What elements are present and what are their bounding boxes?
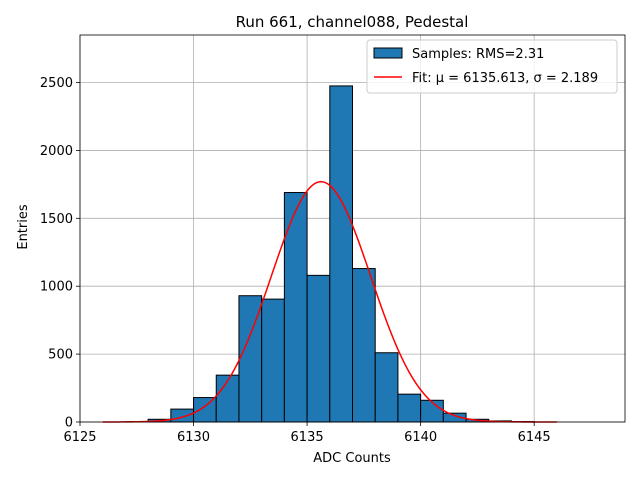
chart-title: Run 661, channel088, Pedestal [236,13,469,31]
y-tick-label: 500 [48,348,73,363]
y-tick-label: 2000 [40,144,73,159]
histogram-bar [306,274,331,423]
x-tick-label: 6135 [291,430,324,445]
y-tick-label: 1500 [40,212,73,227]
y-axis: 0 500 1000 1500 2000 2500 [40,76,80,431]
y-tick-label: 0 [65,416,73,431]
histogram-bar [397,393,422,423]
y-axis-title: Entries [16,204,31,250]
histogram-bar [329,85,353,423]
x-tick-label: 6125 [63,430,96,445]
legend-label-fit: Fit: μ = 6135.613, σ = 2.189 [412,71,598,86]
x-tick-label: 6140 [404,430,437,445]
legend-box [366,39,618,94]
histogram-bar [420,399,444,423]
histogram-bar [374,352,399,423]
y-tick-label: 1000 [40,280,73,295]
legend-label-samples: Samples: RMS=2.31 [412,47,544,62]
x-tick-label: 6145 [518,430,551,445]
legend-swatch-samples [373,47,403,59]
x-tick-label: 6130 [177,430,210,445]
histogram-bar [352,268,376,423]
legend: Samples: RMS=2.31 Fit: μ = 6135.613, σ =… [366,39,618,94]
x-axis: 6125 6130 6135 6140 6145 [63,422,551,445]
histogram-bar [261,298,285,423]
histogram-bar [193,397,217,423]
histogram-bars [124,85,535,423]
x-axis-title: ADC Counts [313,451,391,466]
y-tick-label: 2500 [40,76,73,91]
histogram-bar [283,192,308,423]
histogram-bar [170,408,195,423]
plot-frame [79,34,626,423]
fit-curve [102,180,557,423]
